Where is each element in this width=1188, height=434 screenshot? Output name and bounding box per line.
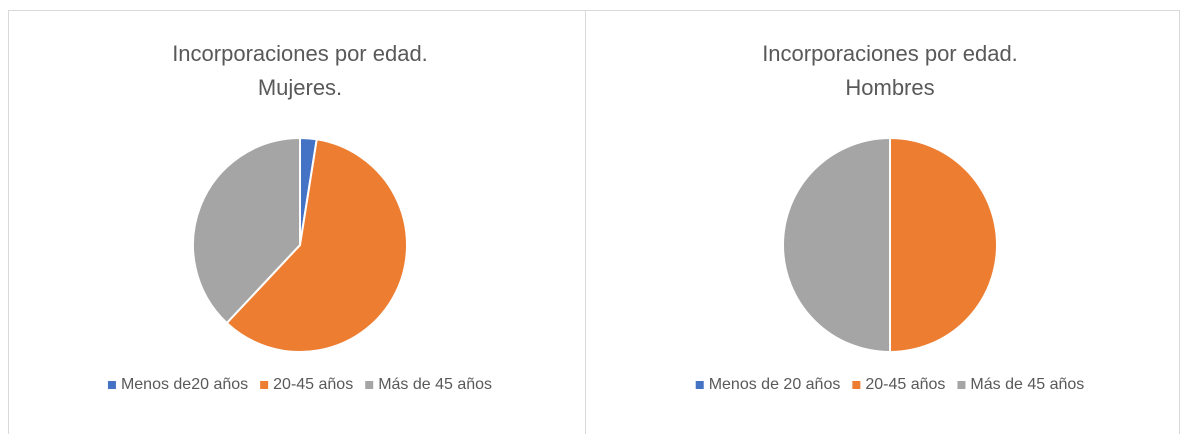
legend-label: Más de 45 años — [970, 376, 1084, 393]
legend-swatch — [107, 381, 116, 389]
legend-label: Menos de20 años — [121, 376, 248, 393]
chart-title: Incorporaciones por edad. — [762, 41, 1018, 66]
legend-label: Menos de 20 años — [709, 376, 841, 393]
pie-slice — [782, 136, 891, 354]
legend-label: 20-45 años — [273, 376, 353, 393]
legend-swatch — [852, 381, 861, 389]
legend-swatch — [365, 381, 374, 389]
pie-slice — [889, 136, 998, 354]
legend-swatch — [957, 381, 966, 389]
chart-title: Mujeres. — [258, 75, 342, 100]
chart-frame — [585, 10, 1180, 434]
legend-swatch — [260, 381, 269, 389]
chart-title: Hombres — [845, 75, 934, 100]
legend-swatch — [695, 381, 704, 389]
legend-label: 20-45 años — [865, 376, 945, 393]
chart-title: Incorporaciones por edad. — [172, 41, 428, 66]
pie-slice — [192, 136, 301, 325]
legend-label: Más de 45 años — [378, 376, 492, 393]
pie-slice — [225, 138, 408, 353]
